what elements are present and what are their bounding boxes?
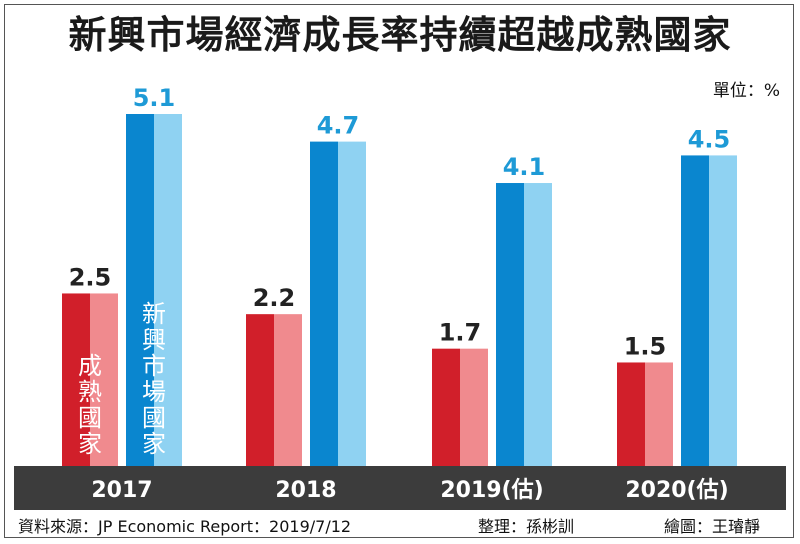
x-tick-label-0: 2017 [91, 478, 152, 503]
bar-emerging-0 [126, 114, 182, 466]
value-label-developed-2: 1.7 [439, 319, 482, 347]
value-label-emerging-2: 4.1 [503, 153, 546, 181]
bar-emerging-1 [310, 141, 366, 466]
footer-source: 資料來源：JP Economic Report：2019/7/12 [18, 517, 352, 536]
x-tick-label-2: 2019(估) [440, 478, 543, 503]
footer-editor: 整理：孫彬訓 [478, 517, 575, 536]
series-name-developed: 成熟國家 [78, 352, 102, 458]
x-axis-band [14, 466, 786, 510]
value-label-emerging-3: 4.5 [688, 125, 731, 153]
bar-developed-1 [246, 314, 302, 466]
bar-developed-0 [62, 293, 118, 466]
x-tick-label-1: 2018 [275, 478, 336, 503]
bars-layer [62, 114, 737, 467]
bar-emerging-2 [496, 183, 552, 467]
value-label-developed-3: 1.5 [624, 332, 667, 360]
labels-layer: 2.5 5.1 2017 2.2 4.7 2018 1.7 4.1 2019(估) 1.5 4.5 2… [69, 84, 731, 503]
bar-developed-2 [432, 348, 488, 466]
value-label-emerging-1: 4.7 [317, 112, 360, 140]
value-label-developed-0: 2.5 [69, 263, 112, 291]
value-label-emerging-0: 5.1 [133, 84, 176, 112]
x-tick-label-3: 2020(估) [625, 478, 728, 503]
value-label-developed-1: 2.2 [253, 284, 296, 312]
footer-artist: 繪圖：王璿靜 [664, 517, 761, 536]
bar-emerging-3 [681, 155, 737, 467]
bar-developed-3 [617, 362, 673, 466]
series-name-emerging: 新興市場國家 [142, 300, 166, 458]
unit-label: 單位：% [712, 81, 780, 101]
chart-title: 新興市場經濟成長率持續超越成熟國家 [68, 13, 732, 57]
